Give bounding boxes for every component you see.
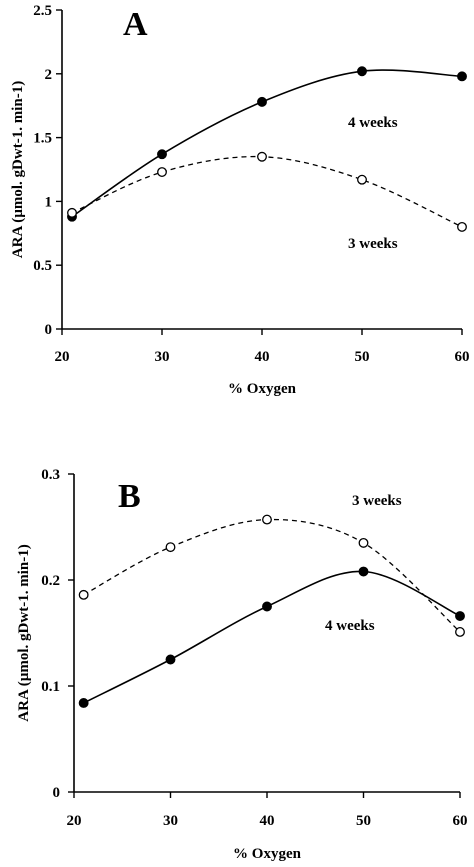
y-tick-label-a: 1 [45, 194, 53, 210]
x-axis-label-b: % Oxygen [233, 846, 302, 862]
data-point-3-weeks-a [157, 167, 167, 178]
data-point-4-weeks-b [455, 611, 465, 621]
panel-letter-a: A [123, 6, 148, 43]
series-label-3-weeks-b: 3 weeks [352, 493, 402, 509]
data-point-3-weeks-b [455, 626, 465, 637]
series-line-3-weeks-a [71, 155, 463, 228]
data-point-3-weeks-a [257, 151, 267, 162]
x-tick-label-b: 40 [260, 813, 275, 829]
y-tick-label-a: 1.5 [33, 131, 52, 147]
x-tick-label-b: 50 [356, 813, 371, 829]
x-tick-label-a: 30 [155, 349, 170, 365]
x-tick-label-a: 20 [55, 349, 70, 365]
series-line-4-weeks-b [83, 570, 461, 704]
data-point-3-weeks-a [357, 174, 367, 185]
y-tick-label-a: 2.5 [33, 3, 52, 19]
x-tick-label-b: 20 [67, 813, 82, 829]
data-point-4-weeks-b [358, 566, 369, 577]
series-label-3-weeks-a: 3 weeks [348, 236, 398, 252]
y-axis-label-a: ARA (µmol. gDwt-1. min-1) [10, 81, 26, 258]
data-point-4-weeks-a [157, 149, 167, 160]
chart-panel-a: 0 0.5 1 1.5 2 2.5 20 30 40 50 60 % Oxygen ARA (µmol.… [10, 3, 470, 397]
data-point-4-weeks-b [78, 698, 89, 708]
x-tick-label-b: 30 [163, 813, 178, 829]
series-line-4-weeks-a [71, 69, 463, 218]
x-tick-label-a: 50 [355, 349, 370, 365]
data-point-3-weeks-b [358, 537, 369, 548]
data-point-4-weeks-a [257, 96, 267, 107]
data-point-3-weeks-a [457, 221, 467, 232]
data-point-3-weeks-b [78, 589, 89, 600]
y-tick-label-b: 0.1 [41, 679, 60, 695]
y-tick-label-a: 0 [45, 322, 53, 338]
series-label-4-weeks-a: 4 weeks [348, 115, 398, 131]
x-axis-label-a: % Oxygen [228, 381, 297, 397]
data-point-3-weeks-b [165, 542, 176, 553]
y-tick-label-b: 0.3 [41, 467, 60, 483]
panel-letter-b: B [118, 478, 141, 515]
series-line-3-weeks-b [83, 518, 461, 633]
x-tick-label-a: 60 [455, 349, 470, 365]
y-axis-label-b: ARA (µmol. gDwt-1. min-1) [16, 544, 32, 721]
x-tick-label-b: 60 [453, 813, 468, 829]
data-point-4-weeks-a [457, 71, 467, 82]
x-tick-label-a: 40 [255, 349, 270, 365]
chart-panel-b: 0 0.1 0.2 0.3 20 30 40 50 60 % Oxygen ARA (µmol. g… [16, 467, 468, 862]
y-tick-label-b: 0.2 [41, 573, 60, 589]
y-tick-label-a: 2 [45, 67, 53, 83]
y-tick-label-a: 0.5 [33, 258, 52, 274]
data-point-4-weeks-b [262, 601, 272, 612]
data-point-4-weeks-b [165, 654, 176, 665]
y-tick-label-b: 0 [53, 785, 61, 801]
data-point-4-weeks-a [357, 66, 367, 77]
series-label-4-weeks-b: 4 weeks [325, 618, 375, 634]
data-point-3-weeks-b [262, 514, 272, 525]
data-point-3-weeks-a [67, 207, 77, 218]
